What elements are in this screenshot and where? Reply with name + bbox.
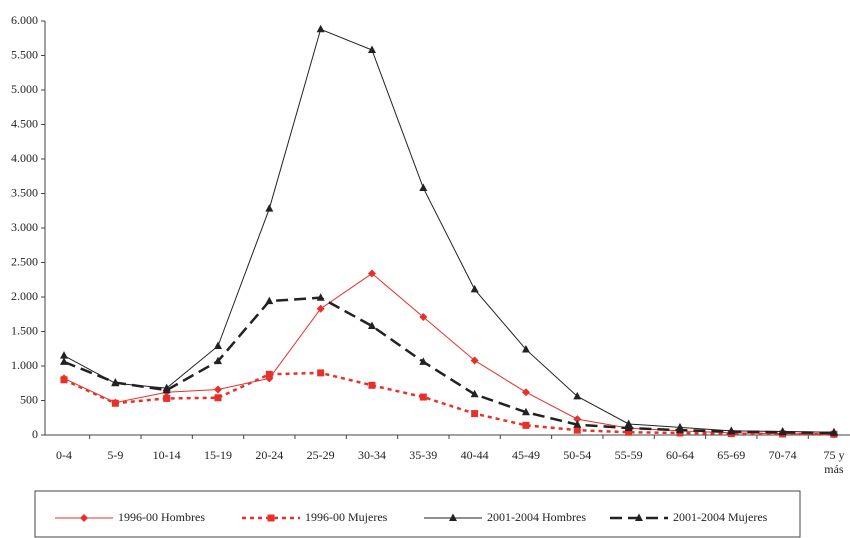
x-tick-label: 60-64 (665, 448, 694, 462)
data-point (675, 425, 684, 434)
data-point (573, 415, 582, 424)
x-tick-label: 15-19 (203, 448, 232, 462)
x-tick-label: 25-29 (306, 448, 335, 462)
x-tick-label: 70-74 (768, 448, 797, 462)
y-tick-label: 4.000 (11, 151, 38, 165)
data-point (60, 376, 68, 384)
data-point (470, 389, 479, 398)
x-tick-label: 50-54 (563, 448, 592, 462)
data-point (367, 321, 376, 329)
data-point (162, 385, 171, 394)
data-point (521, 407, 530, 416)
data-point (213, 385, 222, 394)
legend-label: 1996-00 Hombres (118, 510, 205, 524)
data-point (214, 394, 222, 402)
y-tick-label: 2.500 (11, 254, 38, 268)
x-tick-label: 20-24 (255, 448, 284, 462)
x-tick-label: 40-44 (460, 448, 489, 462)
legend-label: 1996-00 Mujeres (305, 510, 388, 524)
data-point (111, 378, 120, 386)
data-point (573, 420, 582, 428)
y-tick-label: 5.000 (11, 82, 38, 96)
data-point (60, 351, 68, 359)
data-point (419, 183, 428, 191)
data-point (573, 426, 581, 434)
data-point (470, 356, 479, 365)
x-tick-label: 30-34 (357, 448, 386, 462)
legend-box (34, 490, 801, 538)
y-tick-label: 500 (20, 392, 38, 406)
y-tick-label: 6.000 (11, 13, 38, 27)
y-tick-label: 4.500 (11, 116, 38, 130)
data-point (419, 357, 428, 365)
legend-marker (635, 513, 643, 521)
data-point (624, 419, 633, 427)
legend-label: 2001-2004 Hombres (487, 510, 586, 524)
data-point (522, 421, 530, 429)
data-point (470, 284, 479, 293)
series-line (63, 296, 834, 435)
y-tick-label: 3.500 (11, 185, 38, 199)
series-line (63, 371, 834, 436)
x-tick-label: 35-39 (409, 448, 438, 462)
data-point (624, 423, 633, 432)
data-point (265, 370, 273, 378)
data-point (471, 410, 479, 418)
data-point (317, 369, 325, 377)
data-point (521, 388, 530, 397)
data-point (829, 428, 838, 436)
legend-marker (80, 514, 88, 522)
data-point (521, 344, 530, 353)
data-point (111, 399, 119, 407)
y-tick-label: 1.000 (11, 358, 38, 372)
data-point (419, 313, 428, 322)
data-point (368, 381, 376, 389)
data-point (573, 391, 582, 400)
data-point (213, 341, 222, 349)
series-line (63, 272, 834, 435)
y-tick-label: 1.500 (11, 323, 38, 337)
y-tick-label: 2.000 (11, 289, 38, 303)
data-point (265, 296, 274, 305)
legend-label: 2001-2004 Mujeres (673, 510, 768, 524)
data-point (625, 428, 633, 436)
data-point (367, 269, 376, 278)
x-tick-label: 65-69 (717, 448, 746, 462)
legend-marker (267, 514, 275, 522)
data-point (60, 357, 68, 365)
y-tick-label: 5.500 (11, 47, 38, 61)
data-point (163, 394, 171, 402)
data-point (778, 427, 787, 436)
x-tick-label: 45-49 (511, 448, 540, 462)
x-tick-label: 5-9 (107, 448, 124, 462)
x-tick-label: 75 y más (823, 448, 845, 476)
data-point (316, 293, 325, 301)
y-tick-label: 3.000 (11, 220, 38, 234)
x-tick-label: 0-4 (56, 448, 72, 462)
data-point (419, 393, 427, 401)
data-point (213, 356, 222, 365)
data-point (727, 427, 736, 435)
data-point (316, 24, 325, 33)
y-tick-label: 0 (32, 427, 38, 441)
data-point (367, 45, 376, 53)
legend-marker (449, 513, 457, 521)
series-line (63, 28, 834, 433)
x-tick-label: 55-59 (614, 448, 643, 462)
data-point (265, 204, 274, 212)
data-point (316, 304, 325, 313)
x-tick-label: 10-14 (152, 448, 181, 462)
